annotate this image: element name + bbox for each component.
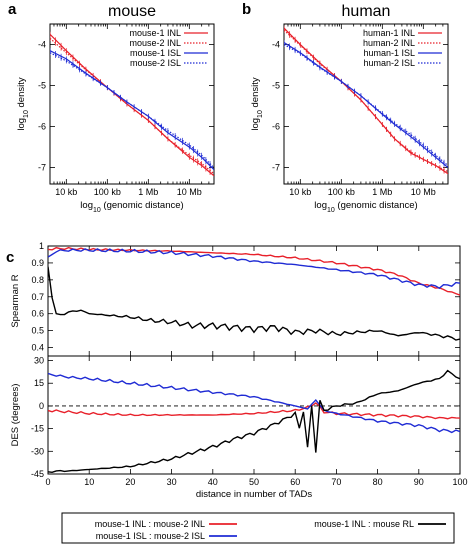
panel-title: mouse	[108, 3, 156, 20]
y-axis-label: Spearman R	[10, 274, 21, 327]
series-line	[48, 372, 460, 434]
series-line	[48, 402, 460, 420]
series-2	[48, 266, 460, 341]
y-tick-label: 0.7	[31, 292, 44, 302]
series-1	[48, 372, 460, 434]
x-tick-label: 50	[249, 477, 259, 487]
x-tick-label: 80	[373, 477, 383, 487]
y-tick-label: -15	[31, 424, 44, 434]
x-tick-label: 70	[331, 477, 341, 487]
bottom-legend: mouse-1 INL : mouse-2 INL mouse-1 ISL : m…	[61, 512, 455, 544]
x-tick-label: 20	[125, 477, 135, 487]
y-axis-label: log10 density	[250, 77, 264, 130]
panel-b: b human 10 kb 100 kb 1 Mb 10 Mb -4 -5 -6 -7 log10 …	[242, 1, 449, 214]
x-tick-label: 90	[414, 477, 424, 487]
legend-label: mouse-1 INL	[129, 28, 181, 38]
y-tick-label: -7	[272, 163, 280, 173]
plot-frame	[47, 245, 461, 357]
legend-label: mouse-1 INL : mouse-2 INL	[95, 519, 205, 529]
panel-c-0: 1 0.9 0.8 0.7 0.6 0.5 0.4 Spearman R	[10, 241, 461, 357]
y-tick-label: 30	[34, 356, 44, 366]
series-1	[284, 27, 448, 173]
y-tick-label: -4	[272, 40, 280, 50]
y-tick-label: 1	[39, 241, 44, 251]
x-tick-label: 30	[167, 477, 177, 487]
y-tick-label: -4	[38, 40, 46, 50]
y-tick-label: 0.5	[31, 326, 44, 336]
legend-label: mouse-1 INL : mouse RL	[314, 519, 414, 529]
legend-label: human-2 INL	[363, 38, 415, 48]
legend-label: human-1 ISL	[363, 48, 415, 58]
y-tick-label: -45	[31, 469, 44, 479]
y-tick-label: -7	[38, 163, 46, 173]
x-axis-label: log10 (genomic distance)	[80, 200, 183, 214]
x-tick-label: 10 Mb	[177, 187, 202, 197]
legend-label: mouse-2 INL	[129, 38, 181, 48]
series-line	[48, 246, 460, 296]
y-tick-label: 0.8	[31, 275, 44, 285]
x-tick-label: 10 kb	[55, 187, 77, 197]
x-tick-label: 1 Mb	[372, 187, 392, 197]
series-2	[48, 369, 460, 474]
series-line	[48, 266, 460, 341]
series-0	[48, 246, 460, 296]
legend-label: mouse-2 ISL	[130, 58, 181, 68]
panel-c-1: 0 10 20 30 40 50 60 70 80 90 100 30 15 0 -15 -30 -45 DES …	[10, 355, 468, 500]
y-tick-label: 0.9	[31, 258, 44, 268]
legend-label: human-1 INL	[363, 28, 415, 38]
x-tick-label: 0	[45, 477, 50, 487]
y-tick-label: 15	[34, 378, 44, 388]
series-line	[50, 37, 214, 175]
x-tick-label: 10 kb	[289, 187, 311, 197]
y-tick-label: -5	[272, 81, 280, 91]
panel-a: a mouse 10 kb 100 kb 1 Mb 10 Mb -4 -5 -6 -7 log10 …	[8, 1, 215, 214]
x-axis-label: log10 (genomic distance)	[314, 200, 417, 214]
x-tick-label: 10 Mb	[411, 187, 436, 197]
panel-label: b	[242, 1, 251, 18]
y-tick-label: -30	[31, 446, 44, 456]
y-tick-label: 0.6	[31, 309, 44, 319]
x-axis-label: distance in number of TADs	[196, 489, 313, 500]
panel-label: a	[8, 1, 17, 18]
y-tick-label: -6	[38, 122, 46, 132]
y-tick-label: -6	[272, 122, 280, 132]
series-0	[48, 402, 460, 420]
x-tick-label: 100	[452, 477, 467, 487]
x-tick-label: 60	[290, 477, 300, 487]
series-3	[284, 42, 448, 166]
x-tick-label: 10	[84, 477, 94, 487]
series-line	[48, 369, 460, 474]
series-line	[50, 50, 214, 171]
legend-frame	[61, 512, 455, 544]
series-1	[48, 248, 460, 290]
series-line	[48, 248, 460, 290]
x-tick-label: 100 kb	[94, 187, 121, 197]
panel-title: human	[342, 3, 391, 20]
y-tick-label: -5	[38, 81, 46, 91]
panel-label: c	[6, 249, 14, 266]
series-line	[50, 52, 214, 169]
y-axis-label: log10 density	[16, 77, 30, 130]
x-tick-label: 100 kb	[328, 187, 355, 197]
y-tick-label: 0.4	[31, 343, 44, 353]
x-tick-label: 40	[208, 477, 218, 487]
y-axis-label: DES (degrees)	[10, 384, 21, 447]
series-3	[50, 50, 214, 169]
y-tick-label: 0	[39, 401, 44, 411]
legend-label: mouse-1 ISL : mouse-2 ISL	[96, 531, 205, 541]
x-tick-label: 1 Mb	[138, 187, 158, 197]
legend-label: mouse-1 ISL	[130, 48, 181, 58]
legend-label: human-2 ISL	[363, 58, 415, 68]
